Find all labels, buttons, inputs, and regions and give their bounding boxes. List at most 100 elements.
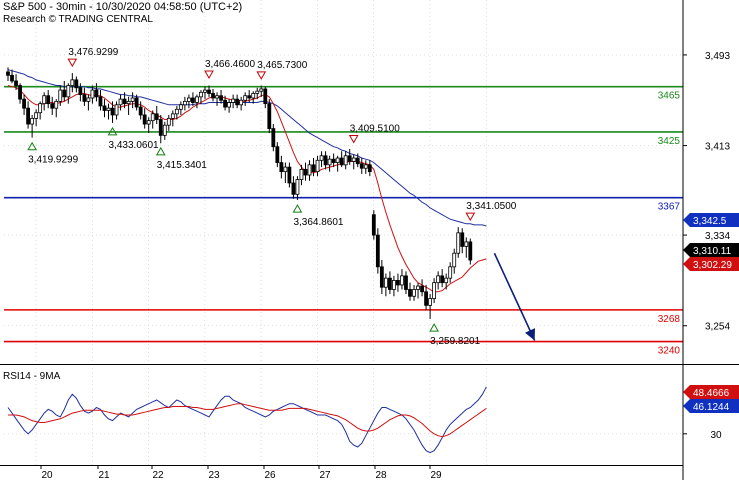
candle-body — [383, 277, 388, 288]
candle-body — [38, 103, 43, 114]
swing-low-marker — [292, 204, 303, 213]
swing-low-marker — [429, 323, 439, 332]
candle-body — [303, 168, 308, 176]
candle-body — [191, 97, 195, 103]
candle-body — [6, 71, 10, 76]
swing-low-label: 3,433.0601 — [109, 140, 159, 151]
candle-body — [211, 93, 215, 99]
level-label-3240: 3240 — [658, 346, 681, 357]
time-axis: 20 21 22 23 26 27 28 29 — [40, 465, 442, 480]
time-tick-label: 21 — [98, 470, 110, 480]
candle-body — [122, 98, 127, 105]
candle-body — [86, 97, 91, 102]
rsi-tick-label: 30 — [710, 430, 722, 441]
candle-body — [339, 157, 344, 166]
candle-body — [78, 87, 83, 95]
candle-body — [162, 124, 167, 136]
level-label-3465: 3465 — [658, 91, 681, 102]
candle-body — [90, 89, 95, 99]
candle-body — [323, 155, 328, 166]
rsi-series-1 — [8, 403, 487, 438]
candle-body — [396, 280, 400, 286]
candle-body — [259, 88, 264, 92]
candle-body — [26, 107, 31, 125]
candle-body — [387, 277, 392, 290]
support-resistance-levels: 3465 3425 3367 3268 3240 — [4, 85, 683, 357]
time-tick-label: 27 — [319, 470, 331, 480]
forecast-arrow — [493, 252, 536, 341]
candle-body — [50, 103, 55, 109]
candle-body — [416, 285, 420, 290]
price-tick-label: 3,413 — [705, 142, 730, 153]
candle-body — [66, 85, 71, 98]
candle-body — [440, 275, 445, 284]
candle-body — [223, 99, 227, 108]
candle-body — [460, 232, 465, 247]
candle-body — [22, 98, 26, 109]
candle-body — [359, 163, 364, 169]
swing-high-label: 3,341.0500 — [466, 201, 516, 212]
candle-body — [195, 96, 199, 103]
price-tick-label: 3,334 — [705, 231, 730, 242]
candle-body — [275, 146, 280, 163]
time-tick-label: 20 — [41, 470, 53, 480]
candle-body — [464, 241, 469, 247]
candle-body — [231, 98, 236, 103]
time-tick-label: 29 — [430, 470, 442, 480]
candle-body — [239, 99, 244, 106]
swing-low-marker — [107, 126, 118, 136]
candle-body — [307, 164, 312, 176]
swing-annotations: 3,476.9299 3,419.9299 3,433.0601 3,415.3401… — [27, 47, 517, 347]
candle-body — [271, 128, 276, 148]
candle-body — [94, 89, 99, 98]
swing-high-marker — [67, 58, 78, 68]
candle-body — [158, 119, 163, 136]
candle-body — [371, 214, 376, 236]
candle-body — [456, 232, 461, 254]
swing-high-marker — [465, 212, 476, 222]
rsi-panel: RSI14 - 9MA 30 48.4666 46.1244 — [3, 371, 739, 454]
candle-body — [138, 106, 143, 116]
price-tag-2-bg — [683, 257, 739, 271]
candle-body — [18, 85, 22, 100]
candle-body — [199, 91, 203, 98]
candle-body — [351, 157, 356, 162]
candle-body — [34, 112, 39, 119]
candle-body — [130, 97, 135, 102]
candle-body — [227, 102, 232, 108]
candle-body — [219, 95, 223, 101]
level-label-3367: 3367 — [658, 202, 681, 213]
candle-body — [62, 89, 67, 98]
candle-body — [243, 95, 248, 101]
candle-body — [14, 80, 18, 86]
price-tag-1-bg — [683, 243, 739, 257]
candle-body — [166, 117, 171, 126]
price-tag-0-bg — [683, 213, 739, 227]
candle-body — [215, 95, 219, 99]
candle-body — [428, 298, 433, 306]
swing-low-label: 3,259.8201 — [430, 336, 480, 347]
candle-body — [74, 79, 79, 89]
candle-body — [331, 158, 336, 163]
candle-body — [10, 74, 14, 82]
swing-low-label: 3,419.9299 — [28, 155, 78, 166]
rsi-tag-1: 46.1244 — [693, 402, 730, 413]
candle-body — [335, 157, 340, 163]
candle-body — [178, 104, 183, 110]
price-tag-1: 3,310.11 — [693, 246, 732, 257]
candle-body — [283, 166, 288, 173]
candle-body — [343, 155, 348, 166]
swing-low-label: 3,415.3401 — [157, 160, 207, 171]
candle-body — [42, 95, 47, 105]
swing-low-marker — [155, 146, 166, 156]
candle-body — [58, 89, 63, 102]
time-tick-label: 26 — [264, 470, 276, 480]
candle-body — [70, 79, 75, 86]
candle-body — [311, 164, 316, 173]
chart-title: S&P 500 - 30min - 10/30/2020 04:58:50 (U… — [3, 1, 243, 13]
grid-lines — [4, 0, 683, 465]
slow-moving-average-line — [7, 69, 487, 227]
candle-body — [114, 104, 119, 116]
swing-high-marker — [204, 70, 214, 80]
candle-body — [235, 98, 240, 106]
